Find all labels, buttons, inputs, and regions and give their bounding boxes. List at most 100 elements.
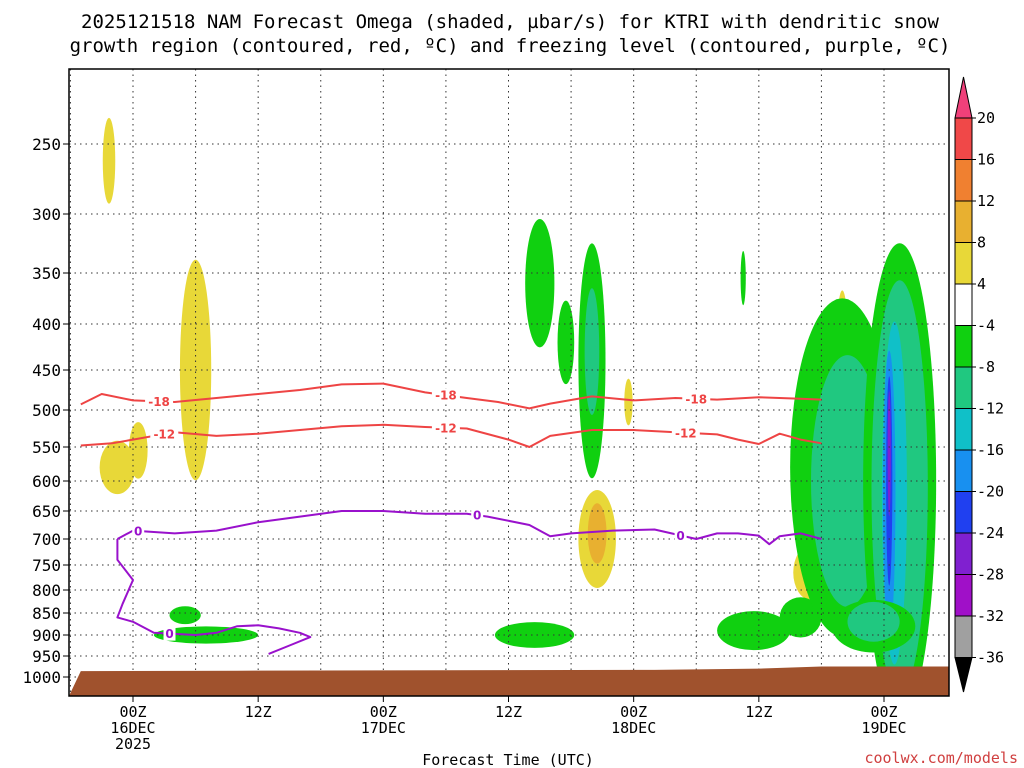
y-tick-label-450: 450 (32, 361, 61, 380)
contour-label-bg-0-2 (674, 528, 687, 543)
x-tick-label-0-3: 2025 (115, 735, 151, 753)
y-tick-label-800: 800 (32, 581, 61, 600)
colorbar-label-1: 16 (977, 151, 995, 169)
colorbar-label-2: 12 (977, 192, 995, 210)
colorbar-segment-0 (954, 117, 973, 160)
omega-shade-neg4-12 (557, 300, 575, 385)
colorbar-segment-6 (954, 366, 973, 409)
terrain (69, 666, 949, 696)
x-tick-label-72-1: 00Z (870, 703, 897, 721)
colorbar-label-5: -4 (977, 317, 995, 335)
colorbar-label-3: 8 (977, 234, 986, 252)
colorbar-label-7: -12 (977, 400, 1004, 418)
x-tick-label-36-1: 12Z (495, 703, 522, 721)
colorbar-bottom-arrow (954, 657, 973, 693)
x-tick-label-48-2: 18DEC (611, 719, 656, 737)
y-tick-label-950: 950 (32, 647, 61, 666)
contours: -18 -18 -18 -12 -12 -12 0 0 0 0 (80, 382, 822, 655)
colorbar: 20 16 12 8 4 -4 -8 -12 -16 -20 -24 -28 -32 -36 (954, 76, 1004, 693)
colorbar-segment-7 (954, 408, 973, 451)
y-tick-label-350: 350 (32, 264, 61, 283)
contour-label-bg-0-0 (132, 523, 145, 538)
y-tick-label-650: 650 (32, 502, 61, 521)
x-tick-label-0-2: 16DEC (110, 719, 155, 737)
x-tick-label-60-1: 12Z (745, 703, 772, 721)
credit-text[interactable]: coolwx.com/models (864, 749, 1018, 767)
colorbar-segment-2 (954, 200, 973, 243)
contour-label-0-low-0: 0 (165, 627, 173, 641)
y-tick-label-250: 250 (32, 135, 61, 154)
omega-shade-neg4-19 (717, 611, 791, 651)
y-tick-label-1000: 1000 (22, 668, 61, 687)
y-tick-label-850: 850 (32, 604, 61, 623)
omega-shade-neg4-11 (525, 219, 555, 348)
contour-label-0-1: 0 (473, 509, 481, 523)
omega-shade-neg4-18 (494, 622, 575, 648)
contour-label-bg--18-2 (682, 391, 711, 406)
colorbar-label-12: -32 (977, 607, 1004, 625)
contour-label-0-0: 0 (134, 524, 142, 538)
y-tick-label-400: 400 (32, 315, 61, 334)
y-tick-label-500: 500 (32, 401, 61, 420)
x-tick-label-72-2: 19DEC (861, 719, 906, 737)
omega-shade-neg4-17 (169, 606, 201, 625)
colorbar-segment-4 (954, 283, 973, 326)
contour-label--12-1: -12 (435, 421, 457, 435)
ground-terrain (69, 666, 949, 696)
contour-label-bg--12-0 (150, 427, 179, 442)
colorbar-label-10: -24 (977, 524, 1004, 542)
chart-title-line1: 2025121518 NAM Forecast Omega (shaded, µ… (81, 11, 939, 33)
omega-shade-neg8-30 (847, 601, 900, 642)
y-tick-label-300: 300 (32, 205, 61, 224)
omega-shade-pos4-3 (128, 422, 148, 479)
contour-label--18-0: -18 (148, 395, 170, 409)
colorbar-label-8: -16 (977, 441, 1004, 459)
x-tick-label-12-1: 12Z (245, 703, 272, 721)
colorbar-segment-1 (954, 159, 973, 202)
omega-shade-neg4-20 (779, 597, 822, 638)
y-tick-label-900: 900 (32, 626, 61, 645)
contour-line-0 (116, 510, 822, 546)
omega-shade-neg4-15 (740, 251, 746, 306)
colorbar-segment-11 (954, 574, 973, 617)
contour-label-bg--12-2 (671, 425, 700, 440)
colorbar-label-4: 4 (977, 275, 986, 293)
colorbar-segment-12 (954, 615, 973, 658)
colorbar-label-9: -20 (977, 483, 1004, 501)
omega-shade-neg8-14 (584, 288, 600, 415)
contour-label-bg-0-1 (471, 508, 484, 523)
x-tick-label-24-2: 17DEC (361, 719, 406, 737)
contour-label-bg--12-1 (431, 420, 460, 435)
contour-line-0-low (116, 539, 312, 655)
contour-label--18-1: -18 (435, 389, 457, 403)
colorbar-label-6: -8 (977, 358, 995, 376)
contour-label-bg-0-low-0 (163, 626, 176, 641)
omega-shade-neg4-16 (153, 626, 259, 644)
y-tick-label-700: 700 (32, 530, 61, 549)
x-tick-label-48-1: 00Z (620, 703, 647, 721)
y-tick-label-550: 550 (32, 438, 61, 457)
contour-label--12-0: -12 (153, 428, 175, 442)
contour-label-bg--18-0 (145, 394, 174, 409)
colorbar-segment-5 (954, 325, 973, 368)
colorbar-label-0: 20 (977, 109, 995, 127)
omega-shading (99, 117, 937, 696)
colorbar-segment-8 (954, 449, 973, 492)
x-tick-label-24-1: 00Z (370, 703, 397, 721)
colorbar-label-13: -36 (977, 649, 1004, 667)
colorbar-top-arrow (954, 76, 973, 119)
colorbar-segment-10 (954, 532, 973, 575)
chart-title-line2: growth region (contoured, red, ºC) and f… (70, 35, 951, 57)
y-tick-label-750: 750 (32, 556, 61, 575)
omega-shade-pos4-6 (624, 378, 633, 426)
contour-label--12-2: -12 (675, 426, 697, 440)
colorbar-segment-3 (954, 242, 973, 285)
omega-shade-pos4-0 (102, 117, 116, 204)
contour-line--12 (80, 423, 822, 448)
contour-label--18-2: -18 (685, 392, 707, 406)
colorbar-segment-9 (954, 491, 973, 534)
x-axis-title: Forecast Time (UTC) (422, 751, 594, 768)
contour-label-0-2: 0 (676, 529, 684, 543)
